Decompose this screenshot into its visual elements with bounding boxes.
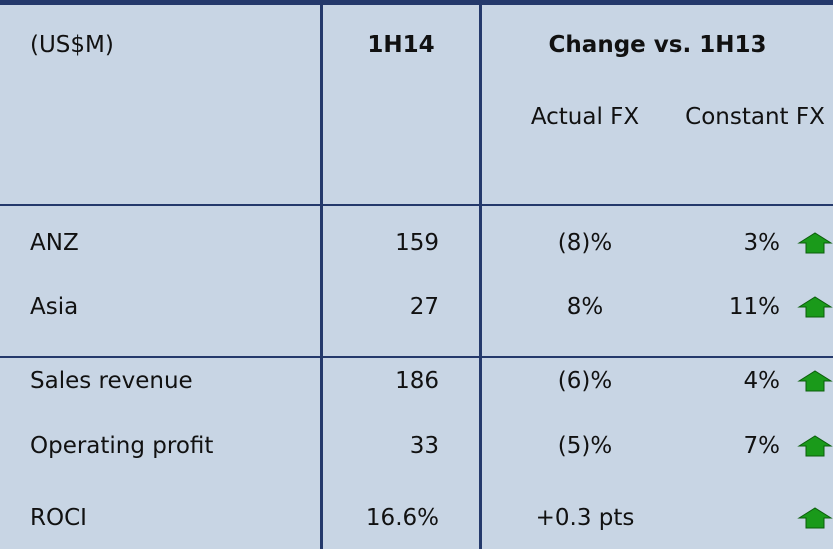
- actual-fx-value: +0.3 pts: [535, 505, 635, 531]
- row-label: Asia: [30, 294, 79, 320]
- row-label: ANZ: [30, 230, 79, 256]
- header-divider: [0, 204, 833, 206]
- up-arrow: [797, 232, 833, 254]
- actual-fx-value: (5)%: [557, 433, 613, 459]
- period-value: 33: [409, 433, 439, 459]
- period-value: 27: [409, 294, 439, 320]
- period-header: 1H14: [367, 32, 435, 58]
- column-divider: [320, 0, 323, 549]
- period-value: 186: [395, 368, 439, 394]
- actual-fx-header: Actual FX: [530, 104, 640, 130]
- arrow-shape: [797, 370, 833, 392]
- top-border: [0, 0, 833, 5]
- constant-fx-value: 11%: [728, 294, 780, 320]
- arrow-shape: [797, 296, 833, 318]
- constant-fx-header: Constant FX: [685, 104, 825, 130]
- constant-fx-value: 3%: [743, 230, 781, 256]
- actual-fx-value: (6)%: [557, 368, 613, 394]
- arrow-shape: [797, 232, 833, 254]
- row-label: ROCI: [30, 505, 87, 531]
- up-arrow: [797, 370, 833, 392]
- period-value: 16.6%: [365, 505, 439, 531]
- up-arrow: [797, 507, 833, 529]
- row-label: Operating profit: [30, 433, 214, 459]
- change-header: Change vs. 1H13: [548, 32, 767, 58]
- arrow-shape: [797, 435, 833, 457]
- up-arrow: [797, 435, 833, 457]
- column-divider: [479, 0, 482, 549]
- row-label: Sales revenue: [30, 368, 193, 394]
- arrow-shape: [797, 507, 833, 529]
- up-arrow: [797, 296, 833, 318]
- actual-fx-value: (8)%: [557, 230, 613, 256]
- period-value: 159: [395, 230, 439, 256]
- constant-fx-value: 4%: [743, 368, 781, 394]
- group-divider: [0, 356, 833, 358]
- constant-fx-value: 7%: [743, 433, 781, 459]
- unit-header: (US$M): [30, 32, 114, 58]
- actual-fx-value: 8%: [566, 294, 604, 320]
